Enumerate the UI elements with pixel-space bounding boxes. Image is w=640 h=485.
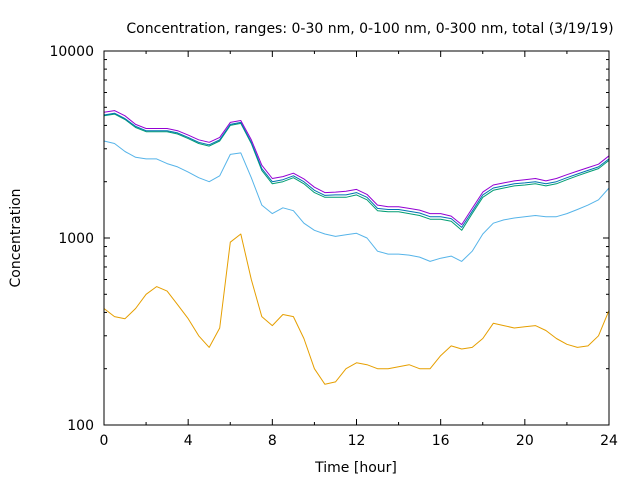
series-line-4 bbox=[103, 112, 610, 228]
x-tick-label: 0 bbox=[100, 433, 109, 449]
x-tick-label: 16 bbox=[432, 433, 450, 449]
x-tick-label: 24 bbox=[600, 433, 618, 449]
x-tick-label: 4 bbox=[184, 433, 193, 449]
chart-title: Concentration, ranges: 0-30 nm, 0-100 nm… bbox=[126, 21, 613, 37]
series-line-1 bbox=[103, 233, 610, 385]
series-line-3 bbox=[103, 113, 610, 231]
plot-frame bbox=[103, 50, 610, 426]
y-axis-label: Concentration bbox=[8, 188, 24, 287]
x-tick-label: 20 bbox=[516, 433, 534, 449]
series-line-5 bbox=[103, 110, 610, 226]
series-layer bbox=[103, 110, 610, 385]
x-tick-label: 12 bbox=[348, 433, 366, 449]
y-tick-label: 100 bbox=[67, 418, 94, 434]
x-axis-label: Time [hour] bbox=[314, 460, 397, 476]
y-tick-label: 10000 bbox=[49, 44, 94, 60]
ticks-layer: 0 4 8 12 16 20 24 100 1000 10000 bbox=[49, 44, 618, 449]
series-line-2 bbox=[103, 140, 610, 262]
x-tick-label: 8 bbox=[268, 433, 277, 449]
y-tick-label: 1000 bbox=[58, 231, 94, 247]
